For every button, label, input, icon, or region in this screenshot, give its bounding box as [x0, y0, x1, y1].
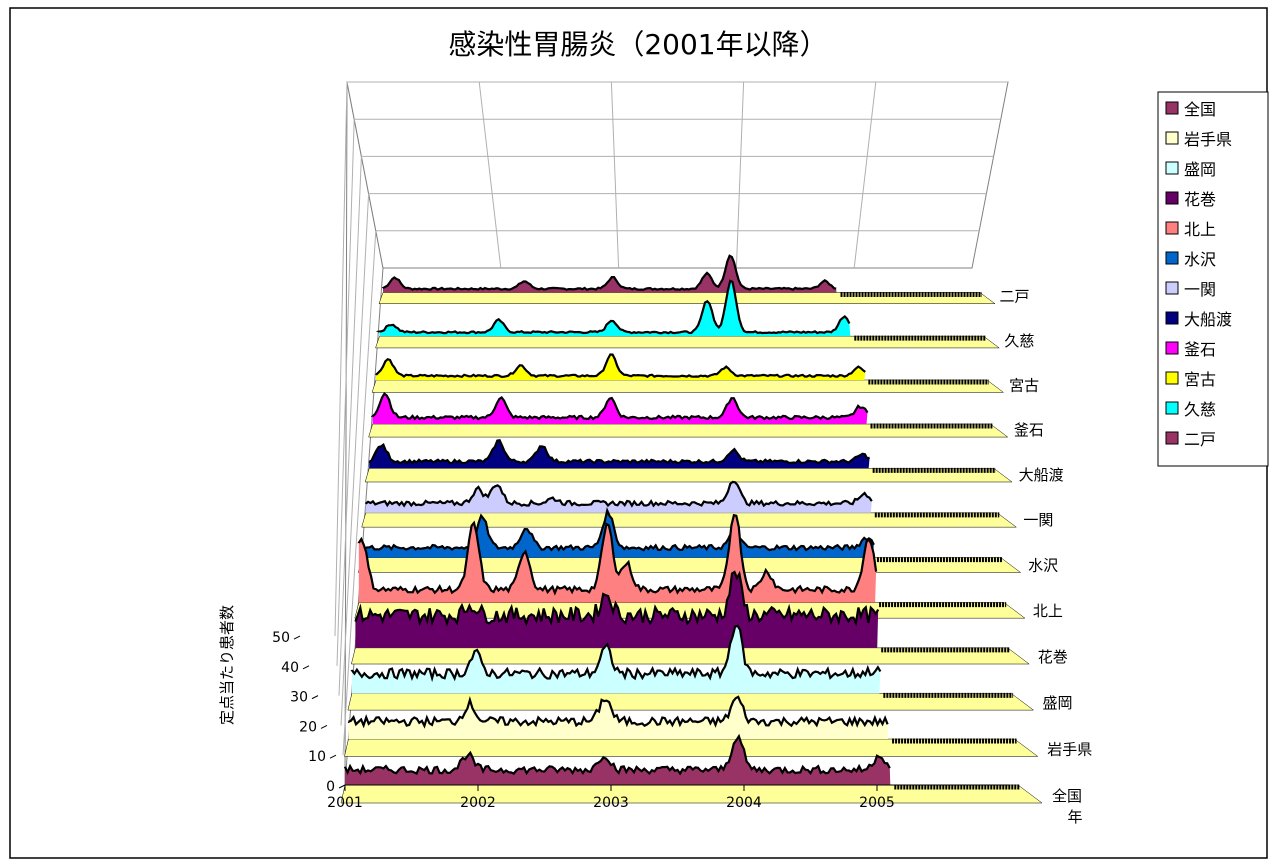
- series-line: [343, 733, 891, 776]
- series-line: [361, 506, 875, 552]
- series-line: [381, 254, 837, 291]
- series-row-label: 全国: [1052, 787, 1082, 805]
- series-line: [347, 695, 889, 729]
- series-area: [345, 736, 891, 785]
- y-tick-label: 50: [272, 630, 290, 646]
- legend-label: 盛岡: [1184, 160, 1216, 179]
- legend-label: 二戸: [1184, 430, 1216, 449]
- legend-swatch: [1165, 191, 1179, 205]
- series-line: [354, 570, 880, 627]
- series-area: [379, 280, 851, 337]
- series-row-label: 水沢: [1028, 557, 1058, 575]
- series-row-label: 一関: [1023, 511, 1053, 529]
- series-row-label: 花巻: [1038, 648, 1068, 666]
- y-tick-label: 20: [299, 719, 317, 735]
- series-area: [358, 515, 877, 603]
- y-tick-label: 30: [290, 690, 308, 706]
- legend-label: 花巻: [1184, 190, 1216, 209]
- legend-swatch: [1165, 221, 1179, 235]
- legend-label: 大船渡: [1184, 310, 1232, 329]
- back-wall: [346, 81, 1009, 269]
- floor-strip: [344, 738, 1039, 757]
- x-tick-label: 2002: [460, 795, 496, 811]
- series-line: [350, 624, 882, 683]
- series-area: [348, 696, 889, 740]
- legend-swatch: [1165, 401, 1179, 415]
- legend-swatch: [1165, 371, 1179, 385]
- back-vertical-gridline: [610, 81, 620, 269]
- y-tick: [338, 784, 346, 789]
- series-line: [357, 513, 878, 596]
- legend-swatch: [1165, 251, 1179, 265]
- legend-swatch: [1165, 281, 1179, 295]
- series-area: [383, 255, 837, 293]
- series-line: [364, 480, 873, 508]
- legend-label: 宮古: [1184, 370, 1216, 389]
- x-axis-label: 年: [1067, 808, 1082, 826]
- floor-strip: [357, 557, 1022, 573]
- series-row-label: 北上: [1033, 602, 1063, 620]
- back-vertical-gridline: [478, 81, 502, 269]
- legend-swatch: [1165, 131, 1179, 145]
- chart-walls: [334, 81, 1009, 786]
- series-row-label: 久慈: [1004, 332, 1034, 350]
- series-area: [369, 440, 870, 469]
- series-line: [370, 392, 869, 421]
- side-gridline: [334, 81, 348, 637]
- back-vertical-gridline: [735, 81, 745, 269]
- legend-label: 岩手県: [1184, 130, 1232, 149]
- legend-label: 釜石: [1184, 340, 1216, 359]
- x-tick-label: 2004: [726, 795, 762, 811]
- y-tick: [329, 754, 337, 759]
- legend-swatch: [1165, 341, 1179, 355]
- legend-label: 全国: [1184, 100, 1216, 119]
- side-gridline: [340, 193, 370, 726]
- floor-strip: [368, 423, 1009, 438]
- side-gridline: [338, 156, 362, 696]
- series-line: [375, 279, 851, 335]
- y-axis-label: 定点当たり患者数: [218, 605, 236, 725]
- x-tick-label: 2001: [327, 795, 363, 811]
- side-gridline: [342, 230, 377, 756]
- legend-label: 水沢: [1184, 250, 1216, 269]
- series-area: [351, 625, 881, 694]
- legend-swatch: [1165, 311, 1179, 325]
- x-tick-label: 2005: [859, 795, 895, 811]
- floor-strip: [347, 693, 1035, 711]
- legend-label: 北上: [1184, 220, 1216, 239]
- y-tick-label: 10: [308, 749, 326, 765]
- axes-layer: 2001 2002 2003 2004 2005 010 20 30 40 50: [272, 630, 1010, 811]
- series-line: [368, 438, 870, 465]
- legend-swatch: [1165, 431, 1179, 445]
- side-gridline: [336, 119, 355, 666]
- series-row-label: 宮古: [1009, 376, 1039, 394]
- series-row-label: 釜石: [1014, 421, 1044, 439]
- series-row-label: 岩手県: [1047, 740, 1092, 758]
- series-area: [376, 354, 866, 380]
- legend-label: 久慈: [1184, 400, 1216, 419]
- back-vertical-gridline: [853, 81, 877, 269]
- legend-swatch: [1165, 101, 1179, 115]
- y-tick: [293, 635, 301, 640]
- legend-label: 一関: [1184, 280, 1216, 299]
- x-tick-label: 2003: [593, 795, 629, 811]
- y-tick: [302, 665, 310, 670]
- series-area: [355, 572, 879, 648]
- series-row-label: 二戸: [1000, 288, 1030, 306]
- y-tick-label: 40: [281, 660, 299, 676]
- y-tick-label: 0: [326, 779, 335, 795]
- chart-title: 感染性胃腸炎（2001年以降）: [448, 28, 827, 61]
- legend-swatch: [1165, 161, 1179, 175]
- series-line: [375, 353, 866, 378]
- y-tick: [320, 724, 328, 729]
- y-axis-label-group: 定点当たり患者数: [218, 605, 236, 725]
- series-row-label: 盛岡: [1042, 694, 1072, 712]
- y-tick: [311, 695, 319, 700]
- series-row-label: 大船渡: [1019, 466, 1064, 484]
